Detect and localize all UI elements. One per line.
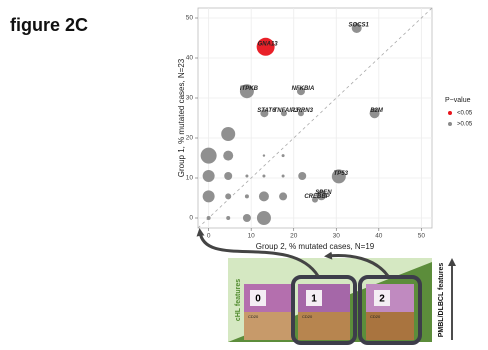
point-label: STAT6: [257, 108, 276, 114]
panel: 1 CD20: [291, 275, 357, 345]
point: [223, 150, 234, 161]
point: [256, 211, 271, 225]
panel-number: 0: [255, 294, 261, 305]
point: [262, 154, 266, 157]
cd20-stain: [366, 312, 414, 340]
point: [297, 110, 304, 117]
point-label: B2M: [370, 108, 384, 114]
point: [296, 87, 305, 96]
point: [298, 172, 307, 180]
point-label: TP53: [334, 171, 349, 177]
point: [200, 147, 217, 164]
x-tick-label: 30: [333, 233, 341, 240]
cd20-stain: [244, 312, 292, 340]
legend-title: P−value: [445, 97, 471, 104]
point: [202, 190, 215, 203]
point: [202, 170, 215, 182]
point: [331, 169, 346, 184]
arrow: [324, 251, 390, 277]
point-label: CREBBP: [304, 194, 330, 200]
point: [224, 172, 233, 180]
point: [281, 174, 285, 178]
point-label: SPEN: [315, 190, 332, 196]
plot-area: [197, 7, 433, 229]
point: [245, 174, 249, 178]
point: [226, 216, 231, 220]
point: [262, 174, 266, 178]
legend-swatch: [448, 122, 452, 126]
highlight-frame: [291, 275, 357, 345]
point: [244, 194, 249, 199]
point-label: SOCS1: [349, 23, 370, 29]
cd20-stain: [298, 312, 350, 340]
left-label: cHL features: [235, 279, 242, 321]
he-stain: [298, 284, 350, 312]
point-label: GNA13: [258, 41, 279, 47]
number-box: [250, 290, 266, 306]
panel: 0 CD20: [244, 284, 292, 340]
arrow: [196, 228, 320, 277]
scatter-plot: 0 10 20 30 40 50 0 10 20 30 40 50 Group 2, % mutated…: [177, 7, 473, 251]
x-tick-label: 20: [290, 233, 298, 240]
y-tick-label: 50: [186, 15, 194, 22]
x-tick-label: 10: [248, 233, 256, 240]
highlight-frame: [358, 275, 422, 345]
stain-label: CD20: [248, 314, 259, 319]
point: [351, 23, 362, 33]
panel-number: 1: [311, 294, 317, 305]
point: [279, 192, 288, 201]
point: [316, 190, 327, 201]
point: [280, 110, 287, 117]
y-axis-title: Group 1, % mutated cases, N=23: [177, 58, 186, 177]
number-box: [306, 290, 322, 306]
stain-label: CD20: [370, 314, 381, 319]
right-label: PMBL/DLBCL features: [438, 263, 445, 338]
point-label: NFKBIA: [292, 86, 315, 92]
point: [239, 84, 254, 99]
stain-label: CD20: [302, 314, 313, 319]
x-tick-label: 40: [375, 233, 383, 240]
y-tick-label: 10: [186, 175, 194, 182]
point: [258, 191, 269, 202]
legend-label: <0.05: [457, 111, 473, 117]
point: [242, 214, 251, 222]
y-tick-label: 30: [186, 95, 194, 102]
y-tick-label: 20: [186, 135, 194, 142]
point-label: LRRN3: [293, 108, 314, 114]
point: [369, 108, 380, 119]
point: [281, 154, 285, 158]
x-axis-title: Group 2, % mutated cases, N=19: [256, 242, 375, 251]
y-tick-label: 0: [189, 215, 193, 222]
point-label: TNFAIP3: [274, 108, 299, 114]
panel-number: 2: [379, 294, 385, 305]
point-label: ITPKB: [240, 86, 259, 92]
x-tick-label: 50: [418, 233, 426, 240]
point: [225, 193, 232, 200]
legend-label: >0.05: [457, 122, 473, 128]
panel: 2 CD20: [358, 275, 422, 345]
y-tick-label: 40: [186, 55, 194, 62]
number-box: [374, 290, 390, 306]
point: [312, 196, 318, 203]
point: [260, 109, 269, 118]
figure-label: figure 2C: [10, 15, 88, 35]
legend-swatch: [448, 111, 452, 115]
point: [221, 127, 236, 141]
x-tick-label: 0: [207, 233, 211, 240]
point: [256, 37, 275, 56]
point: [206, 216, 211, 220]
diagram: cHL features PMBL/DLBCL features 0 CD20 …: [196, 228, 456, 345]
